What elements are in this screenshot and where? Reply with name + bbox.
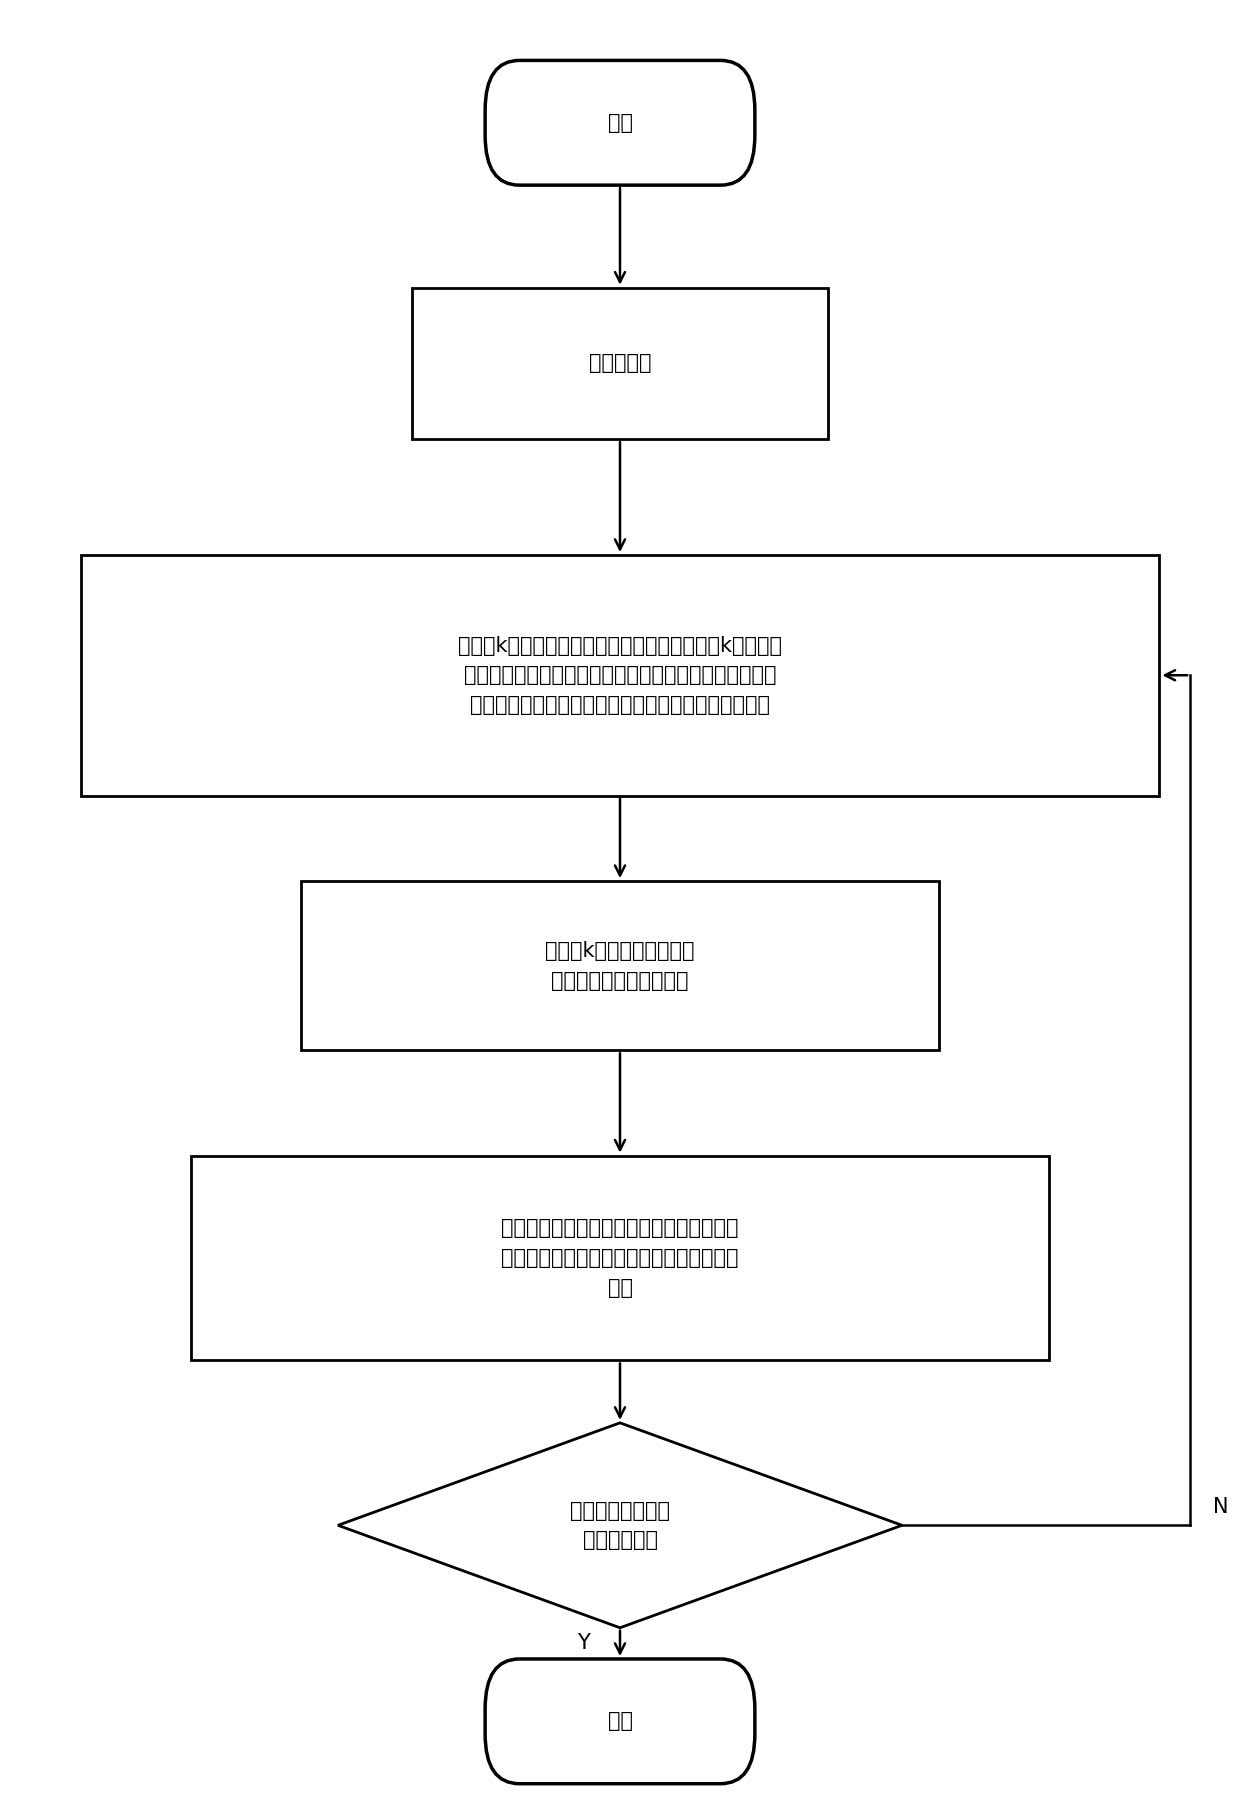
Bar (191, 1155, 1049, 1360)
Text: 向所有分区的信息存储模块发送存储工作状
态控制信息，控制信息存储模块工作在锁存
模式: 向所有分区的信息存储模块发送存储工作状 态控制信息，控制信息存储模块工作在锁存 … (501, 1218, 739, 1297)
Bar (81, 555, 1159, 796)
Text: 开始: 开始 (608, 113, 632, 133)
Text: 结束: 结束 (608, 1712, 632, 1731)
Bar (301, 882, 939, 1051)
Text: 向分区k发送存储工作状态控制信息，控制分区k的信息存
储模块工作在直通模式，向其他分区发送存储工作状态控
制信息，控制其他分区的信息存储模块工作在锁存模式: 向分区k发送存储工作状态控制信息，控制分区k的信息存 储模块工作在直通模式，向其… (458, 636, 782, 715)
Text: 所有需要控制的分
区遍历完毕？: 所有需要控制的分 区遍历完毕？ (570, 1500, 670, 1550)
Text: 向分区k的信息存储模块发
送负载工作状态控制信息: 向分区k的信息存储模块发 送负载工作状态控制信息 (546, 941, 694, 991)
Bar (412, 287, 828, 438)
Text: Y: Y (577, 1633, 590, 1654)
Text: 系统初始化: 系统初始化 (589, 354, 651, 374)
Text: N: N (1213, 1498, 1229, 1518)
